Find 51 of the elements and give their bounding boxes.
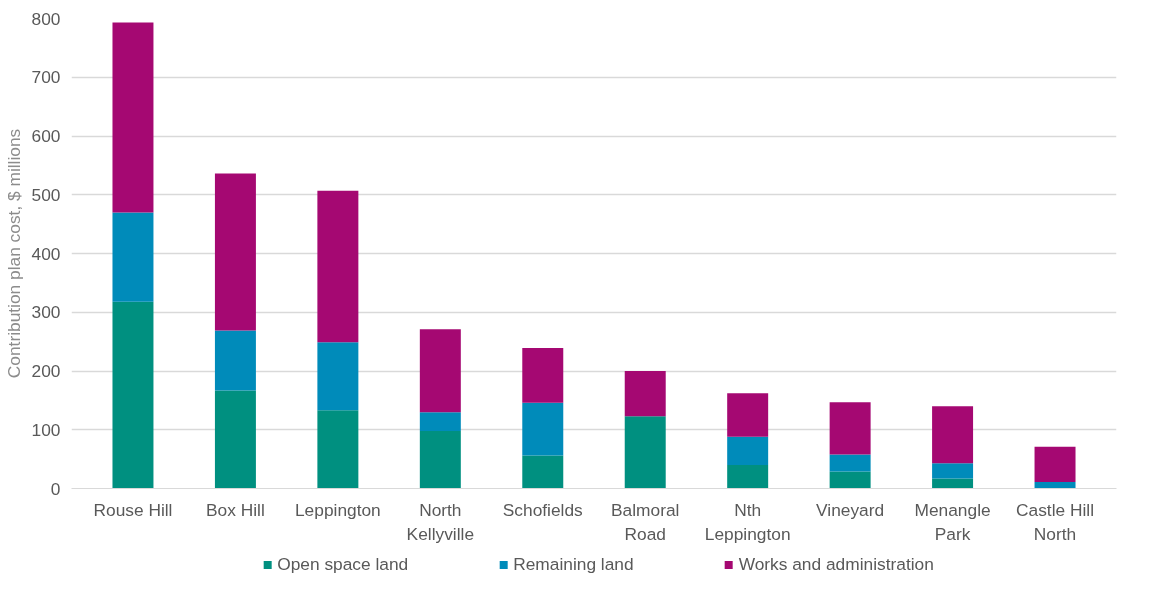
bar xyxy=(522,402,564,456)
bar xyxy=(727,465,769,489)
x-tick-label: Schofields xyxy=(502,499,584,520)
y-tick-label: 600 xyxy=(31,126,61,146)
bar xyxy=(522,455,564,489)
bar xyxy=(419,329,461,413)
x-tick-label: Rouse Hill xyxy=(93,499,173,520)
y-tick-label: 200 xyxy=(31,361,61,381)
y-tick-label: 100 xyxy=(31,419,61,440)
y-tick-label: 700 xyxy=(31,67,61,88)
bar xyxy=(829,402,871,455)
bar xyxy=(317,190,359,343)
bar xyxy=(419,412,461,431)
bar xyxy=(624,371,666,417)
x-tick-label: Box Hill xyxy=(206,499,265,520)
bar xyxy=(214,330,256,391)
bar xyxy=(112,22,154,213)
y-axis-title: Contribution plan cost, $ millions xyxy=(3,128,24,379)
bar xyxy=(829,454,871,472)
bar xyxy=(112,301,154,489)
bar xyxy=(932,406,974,464)
bar xyxy=(317,342,359,411)
legend-label: Open space land xyxy=(277,553,409,575)
y-tick-label: 400 xyxy=(31,243,61,264)
bar xyxy=(932,478,974,489)
bar xyxy=(829,471,871,489)
y-tick-label: 800 xyxy=(31,8,61,29)
bar xyxy=(727,436,769,465)
bar xyxy=(112,212,154,302)
bar xyxy=(727,393,769,437)
bar xyxy=(317,410,359,489)
bar xyxy=(214,390,256,489)
bar xyxy=(419,430,461,489)
y-tick-label: 0 xyxy=(50,478,61,499)
bar xyxy=(214,173,256,331)
x-tick-label: Menangle Park xyxy=(914,499,991,544)
x-tick-label: Castle Hill North xyxy=(1016,499,1095,544)
bar xyxy=(1034,446,1076,483)
bar xyxy=(932,463,974,479)
x-tick-label: Vineyard xyxy=(816,499,885,520)
y-tick-label: 300 xyxy=(31,302,61,323)
x-tick-label: Leppington xyxy=(294,499,381,520)
bar xyxy=(1034,482,1076,489)
bar xyxy=(624,416,666,489)
legend-label: Works and administration xyxy=(738,553,934,575)
x-tick-label: North Kellyville xyxy=(406,499,475,544)
x-tick-label: Balmoral Road xyxy=(611,499,680,544)
bar xyxy=(522,348,564,403)
x-tick-label: Nth Leppington xyxy=(704,499,791,544)
y-tick-label: 500 xyxy=(31,184,61,205)
legend-label: Remaining land xyxy=(513,553,634,575)
